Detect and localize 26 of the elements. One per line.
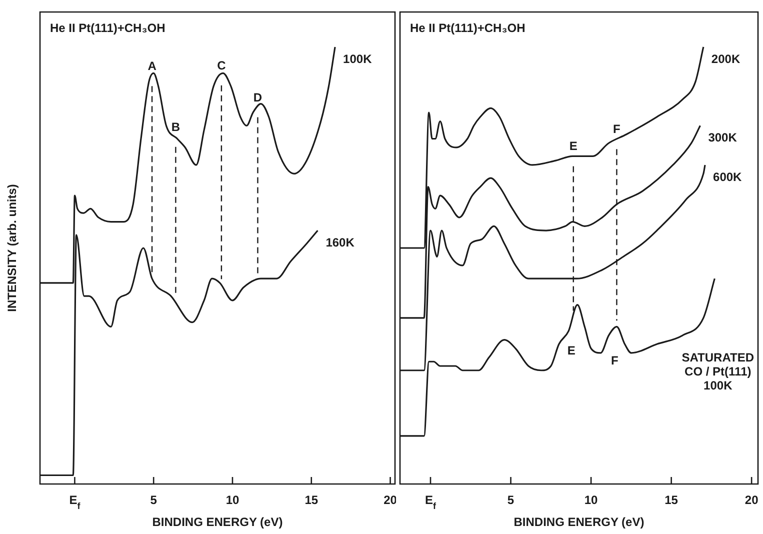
x-tick-label: 10	[226, 493, 240, 507]
ref-line-label: A	[148, 59, 157, 74]
annotation: E	[567, 344, 576, 358]
ref-line-label: E	[569, 139, 578, 154]
x-tick-label: 15	[664, 493, 678, 507]
x-axis-title: BINDING ENERGY (eV)	[152, 515, 283, 529]
series-label: 100K	[343, 52, 372, 66]
series-label: 600K	[713, 170, 742, 184]
x-tick-label: 15	[304, 493, 318, 507]
x-tick-label: 5	[507, 493, 514, 507]
series-label: SATURATED CO / Pt(111) 100K	[682, 350, 754, 392]
ref-line-label: C	[217, 58, 226, 72]
y-axis-title: INTENSITY (arb. units)	[5, 184, 19, 312]
ref-line-label: B	[171, 120, 180, 134]
chart-title: He II Pt(111)+CH₃OH	[50, 21, 166, 35]
ref-line-label: D	[253, 90, 262, 104]
series-label: 160K	[326, 236, 355, 250]
annotation: F	[611, 354, 618, 368]
x-tick-label: 5	[150, 493, 158, 507]
series-label: 200K	[711, 52, 740, 66]
x-axis-title: BINDING ENERGY (eV)	[514, 515, 644, 529]
x-tick-label: 20	[744, 493, 759, 507]
series-label: 300K	[708, 130, 738, 145]
chart-title: He II Pt(111)+CH₃OH	[410, 21, 526, 35]
x-tick-label: 10	[584, 493, 598, 507]
ref-line-label: F	[613, 122, 620, 136]
